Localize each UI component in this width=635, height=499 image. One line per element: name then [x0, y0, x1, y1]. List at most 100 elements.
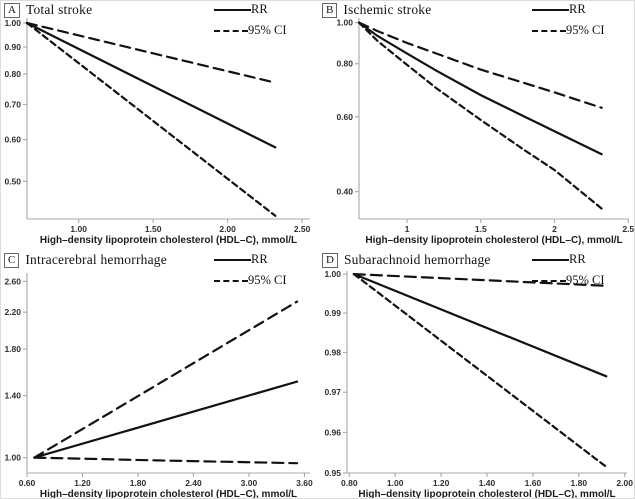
panel-header: C Intracerebral hemorrhage	[4, 252, 167, 268]
panel-title: Subarachnoid hemorrhage	[343, 252, 491, 267]
x-tick-label: 2.00	[219, 224, 236, 234]
panel-title: Intracerebral hemorrhage	[25, 252, 167, 267]
panel-letter-badge: A	[4, 2, 20, 18]
x-tick-label: 1.20	[433, 478, 450, 488]
x-axis-title: High–density lipoprotein cholesterol (HD…	[40, 235, 297, 246]
legend-ci-label: 95% CI	[248, 273, 287, 287]
solid-line-sample-icon	[532, 258, 569, 261]
y-tick-label: 0.90	[4, 42, 21, 52]
x-tick-label: 2.50	[294, 224, 311, 234]
y-tick-label: 0.80	[336, 59, 353, 69]
plot-subarachnoid-hemorrhage: 0.95 0.96 0.97 0.98 0.99 1.00 0.80 1.00 1.20 1.40…	[324, 269, 633, 499]
x-tick-label: 3.60	[296, 478, 313, 488]
legend-ci-row: 95% CI	[214, 23, 287, 38]
x-tick-label: 0.80	[341, 478, 358, 488]
legend-ci-label: 95% CI	[248, 23, 287, 37]
y-tick-label: 1.80	[4, 344, 21, 354]
ci-line	[33, 456, 299, 465]
x-tick-label: 1.80	[571, 478, 588, 488]
y-tick-label: 0.96	[324, 427, 341, 437]
legend-rr-row: RR	[532, 252, 605, 267]
plot-intracerebral-hemorrhage: 1.00 1.40 1.80 2.20 2.60 0.60 1.20 1.80 2.40 3.00…	[4, 273, 313, 499]
x-axis-title: High–density lipoprotein cholesterol (HD…	[40, 489, 297, 499]
dashed-line-sample-icon	[214, 29, 248, 32]
legend-rr-row: RR	[214, 2, 287, 17]
legend: RR 95% CI	[532, 252, 605, 294]
panel-subarachnoid-hemorrhage: D Subarachnoid hemorrhage RR 95% CI 0.95…	[319, 251, 634, 499]
rr-line	[33, 380, 299, 459]
dashed-line-sample-icon	[532, 279, 566, 282]
y-tick-label: 0.97	[324, 387, 341, 397]
ci-line	[25, 21, 277, 84]
x-tick-label: 1.50	[145, 224, 162, 234]
ci-line	[357, 21, 603, 109]
x-tick-label: 3.00	[241, 478, 258, 488]
legend-rr-label: RR	[251, 2, 268, 16]
x-tick-label: 0.60	[19, 478, 36, 488]
panel-letter-badge: C	[4, 252, 20, 268]
x-tick-label: 1.00	[387, 478, 404, 488]
ci-line	[25, 21, 277, 217]
panel-header: A Total stroke	[4, 2, 92, 18]
x-tick-label: 1.5	[475, 224, 487, 234]
panel-intracerebral-hemorrhage: C Intracerebral hemorrhage RR 95% CI 1.0…	[1, 251, 318, 499]
y-tick-label: 1.00	[4, 453, 21, 463]
legend-ci-label: 95% CI	[566, 273, 605, 287]
ci-line	[352, 273, 608, 287]
rr-line	[357, 21, 603, 156]
y-tick-label: 0.80	[4, 69, 21, 79]
y-tick-label: 2.60	[4, 276, 21, 286]
x-tick-label: 2	[552, 224, 557, 234]
panel-letter-badge: B	[322, 2, 338, 18]
panel-header: D Subarachnoid hemorrhage	[322, 252, 491, 268]
dashed-line-sample-icon	[214, 279, 248, 282]
x-axis-title: High–density lipoprotein cholesterol (HD…	[358, 489, 615, 499]
x-tick-label: 1.40	[479, 478, 496, 488]
solid-line-sample-icon	[214, 8, 251, 11]
legend: RR 95% CI	[214, 252, 287, 294]
x-tick-label: 1.60	[525, 478, 542, 488]
y-tick-label: 0.40	[336, 187, 353, 197]
panel-title: Total stroke	[25, 2, 93, 17]
legend-rr-row: RR	[532, 2, 605, 17]
x-tick-label: 1.00	[70, 224, 87, 234]
legend-rr-row: RR	[214, 252, 287, 267]
x-tick-label: 1.80	[130, 478, 147, 488]
y-tick-label: 0.98	[324, 347, 341, 357]
legend-ci-row: 95% CI	[532, 273, 605, 288]
legend: RR 95% CI	[532, 2, 605, 44]
legend-rr-label: RR	[251, 252, 268, 266]
ci-line	[33, 300, 299, 459]
rr-line	[352, 273, 608, 378]
x-tick-label: 2.00	[616, 478, 633, 488]
x-tick-label: 1.20	[74, 478, 91, 488]
y-tick-label: 0.60	[336, 112, 353, 122]
y-tick-label: 0.70	[4, 99, 21, 109]
solid-line-sample-icon	[532, 8, 569, 11]
ci-line	[352, 273, 608, 468]
panel-letter-badge: D	[322, 252, 338, 268]
x-tick-label: 2.40	[185, 478, 202, 488]
x-axis-title: High–density lipoprotein cholesterol (HD…	[365, 235, 622, 246]
y-tick-label: 0.60	[4, 135, 21, 145]
rr-line	[25, 21, 277, 149]
legend-rr-label: RR	[569, 2, 586, 16]
panel-ischemic-stroke: B Ischemic stroke RR 95% CI 0.40 0.60 0.80…	[319, 1, 634, 250]
solid-line-sample-icon	[214, 258, 251, 261]
y-tick-label: 1.00	[324, 269, 341, 279]
x-tick-label: 1	[405, 224, 410, 234]
legend-ci-row: 95% CI	[532, 23, 605, 38]
y-tick-label: 0.99	[324, 308, 341, 318]
dashed-line-sample-icon	[532, 29, 566, 32]
y-tick-label: 0.95	[324, 468, 341, 478]
y-tick-label: 1.40	[4, 391, 21, 401]
legend-ci-label: 95% CI	[566, 23, 605, 37]
y-tick-label: 1.00	[4, 18, 21, 28]
x-tick-label: 2.5	[622, 224, 634, 234]
y-tick-label: 0.50	[4, 176, 21, 186]
legend-rr-label: RR	[569, 252, 586, 266]
y-tick-label: 2.20	[4, 307, 21, 317]
y-tick-label: 1.00	[336, 18, 353, 28]
